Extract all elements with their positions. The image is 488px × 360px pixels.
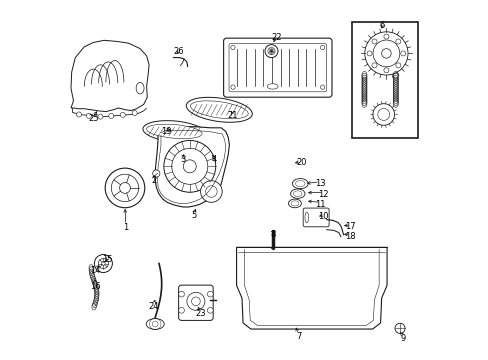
Ellipse shape bbox=[267, 84, 278, 89]
Text: 24: 24 bbox=[148, 302, 159, 311]
Circle shape bbox=[86, 113, 91, 118]
Ellipse shape bbox=[290, 201, 298, 206]
Circle shape bbox=[371, 39, 376, 44]
Text: 3: 3 bbox=[180, 154, 185, 163]
Ellipse shape bbox=[142, 121, 205, 142]
Text: 10: 10 bbox=[318, 212, 328, 221]
Text: 13: 13 bbox=[314, 179, 325, 188]
FancyBboxPatch shape bbox=[223, 38, 331, 97]
Text: 7: 7 bbox=[295, 332, 301, 341]
Circle shape bbox=[102, 262, 105, 265]
Circle shape bbox=[152, 170, 160, 177]
Bar bbox=[351, 22, 418, 138]
Circle shape bbox=[191, 297, 200, 306]
Text: 8: 8 bbox=[270, 230, 275, 239]
Text: 2: 2 bbox=[151, 176, 156, 185]
Circle shape bbox=[320, 45, 324, 50]
Circle shape bbox=[98, 258, 108, 269]
Text: 21: 21 bbox=[227, 111, 238, 120]
Text: 22: 22 bbox=[270, 33, 281, 42]
Text: 23: 23 bbox=[195, 309, 205, 318]
Circle shape bbox=[105, 168, 144, 208]
Circle shape bbox=[186, 292, 204, 310]
Text: 11: 11 bbox=[315, 200, 325, 209]
Ellipse shape bbox=[186, 97, 252, 122]
Ellipse shape bbox=[146, 319, 164, 329]
Circle shape bbox=[205, 186, 217, 197]
FancyBboxPatch shape bbox=[178, 285, 213, 320]
Circle shape bbox=[264, 45, 277, 58]
Text: 14: 14 bbox=[90, 266, 100, 275]
Circle shape bbox=[230, 45, 235, 50]
Circle shape bbox=[132, 111, 137, 116]
Text: 9: 9 bbox=[400, 334, 405, 343]
Circle shape bbox=[76, 112, 81, 117]
Circle shape bbox=[207, 291, 213, 297]
Circle shape bbox=[200, 181, 222, 202]
Circle shape bbox=[267, 48, 275, 55]
Text: 12: 12 bbox=[318, 190, 328, 199]
Circle shape bbox=[383, 68, 388, 73]
Text: 26: 26 bbox=[173, 46, 184, 55]
Circle shape bbox=[395, 63, 400, 68]
Ellipse shape bbox=[190, 101, 248, 119]
Circle shape bbox=[94, 255, 112, 273]
Ellipse shape bbox=[146, 124, 202, 139]
Ellipse shape bbox=[288, 199, 301, 208]
Circle shape bbox=[372, 40, 399, 67]
Ellipse shape bbox=[136, 82, 144, 94]
Polygon shape bbox=[155, 126, 229, 207]
Text: 17: 17 bbox=[345, 222, 355, 231]
Circle shape bbox=[377, 109, 389, 120]
Ellipse shape bbox=[293, 191, 302, 197]
FancyBboxPatch shape bbox=[228, 44, 326, 92]
Circle shape bbox=[400, 51, 405, 56]
Circle shape bbox=[120, 183, 130, 193]
Circle shape bbox=[178, 307, 184, 313]
Circle shape bbox=[98, 114, 103, 119]
Text: 18: 18 bbox=[345, 233, 355, 241]
Circle shape bbox=[394, 323, 404, 333]
Circle shape bbox=[366, 51, 371, 56]
Polygon shape bbox=[236, 247, 386, 329]
Circle shape bbox=[383, 34, 388, 39]
Ellipse shape bbox=[292, 179, 307, 189]
Ellipse shape bbox=[290, 189, 305, 198]
Circle shape bbox=[395, 39, 400, 44]
Polygon shape bbox=[71, 40, 149, 112]
FancyBboxPatch shape bbox=[303, 208, 328, 227]
Circle shape bbox=[381, 49, 390, 58]
Circle shape bbox=[108, 113, 114, 118]
Text: 20: 20 bbox=[296, 158, 306, 167]
Circle shape bbox=[372, 104, 394, 125]
Text: 16: 16 bbox=[90, 282, 100, 291]
Ellipse shape bbox=[295, 181, 305, 186]
Ellipse shape bbox=[305, 212, 308, 223]
Circle shape bbox=[320, 85, 324, 89]
Text: 5: 5 bbox=[191, 211, 196, 220]
Text: 6: 6 bbox=[379, 21, 384, 30]
Circle shape bbox=[183, 160, 196, 173]
Circle shape bbox=[207, 307, 213, 313]
Circle shape bbox=[120, 112, 125, 117]
Circle shape bbox=[364, 32, 407, 75]
Circle shape bbox=[371, 63, 376, 68]
Text: 1: 1 bbox=[123, 223, 128, 232]
Circle shape bbox=[163, 140, 215, 192]
Text: 15: 15 bbox=[102, 256, 113, 264]
Circle shape bbox=[171, 148, 207, 184]
Text: 4: 4 bbox=[211, 154, 216, 163]
Circle shape bbox=[230, 85, 235, 89]
Text: 25: 25 bbox=[89, 113, 99, 122]
Text: 19: 19 bbox=[161, 127, 171, 136]
Circle shape bbox=[178, 291, 184, 297]
Circle shape bbox=[111, 174, 139, 202]
